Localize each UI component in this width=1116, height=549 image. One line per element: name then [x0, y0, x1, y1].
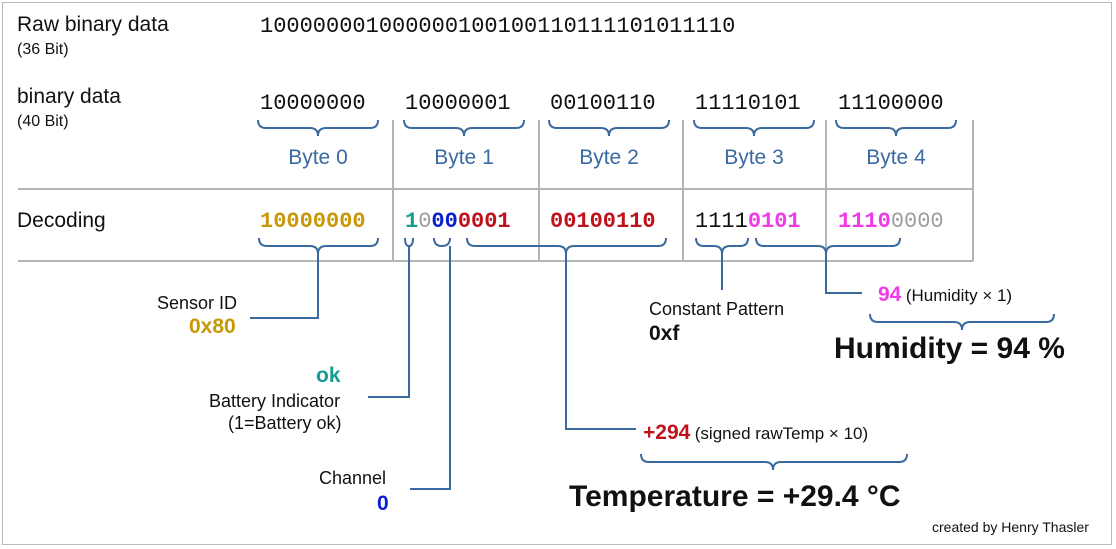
- battery-bit: 1: [405, 209, 419, 234]
- leader-sensor: [250, 254, 319, 319]
- raw-label: Raw binary data: [17, 13, 169, 36]
- channel-value: 0: [377, 492, 389, 515]
- byte-3-bits: 11110101: [695, 91, 801, 116]
- temp-bits-high: 0001: [457, 209, 511, 234]
- humidity-result: Humidity = 94 %: [834, 332, 1065, 365]
- decoding-byte-4: 11100000: [838, 209, 944, 234]
- raw-bits: 100000001000000100100110111101011110: [260, 14, 736, 39]
- brace-byte-1: [403, 119, 525, 137]
- brace-temperature-result: [640, 453, 908, 471]
- brace-byte-2: [548, 119, 670, 137]
- raw-sublabel: (36 Bit): [17, 41, 69, 58]
- constant-value: 0xf: [649, 322, 680, 345]
- byte-0-bits: 10000000: [260, 91, 366, 116]
- unused-bit: 0: [418, 209, 432, 234]
- brace-channel: [433, 237, 451, 248]
- byte-2-bits: 00100110: [550, 91, 656, 116]
- brace-constant: [695, 237, 749, 255]
- leader-humidity: [825, 254, 862, 294]
- constant-bits: 1111: [695, 209, 748, 234]
- brace-battery: [404, 237, 414, 248]
- channel-bits: 00: [431, 209, 458, 234]
- decoding-byte-0: 10000000: [260, 209, 366, 234]
- brace-byte-3: [693, 119, 815, 137]
- credit: created by Henry Thasler: [932, 519, 1089, 535]
- humidity-value: 94: [878, 283, 902, 306]
- decoding-byte-3: 11110101: [695, 209, 801, 234]
- temperature-formula: (signed rawTemp × 10): [694, 424, 869, 443]
- brace-sensor: [258, 237, 379, 255]
- leader-channel: [410, 246, 451, 490]
- byte-0-label: Byte 0: [288, 146, 348, 169]
- temperature-result: Temperature = +29.4 °C: [569, 480, 901, 513]
- sensor-id-value: 0x80: [189, 315, 236, 338]
- byte-4-label: Byte 4: [866, 146, 926, 169]
- byte-1-bits: 10000001: [405, 91, 511, 116]
- humidity-bits-low: 1110: [838, 209, 891, 234]
- channel-label: Channel: [319, 468, 387, 488]
- byte-2-label: Byte 2: [579, 146, 639, 169]
- leader-temp: [565, 254, 636, 430]
- byte-1-label: Byte 1: [434, 146, 494, 169]
- binary-sublabel: (40 Bit): [17, 113, 69, 130]
- decoding-byte-2: 00100110: [550, 209, 656, 234]
- humidity-line: 94 (Humidity × 1): [878, 283, 1012, 307]
- battery-note: (1=Battery ok): [228, 413, 342, 433]
- temperature-value: +294: [643, 421, 691, 444]
- byte-3-label: Byte 3: [724, 146, 784, 169]
- constant-label: Constant Pattern: [649, 299, 785, 319]
- brace-byte-4: [835, 119, 957, 137]
- binary-label: binary data: [17, 85, 121, 108]
- decoding-byte-1: 10000001: [405, 209, 511, 234]
- brace-humidity: [755, 237, 901, 255]
- humidity-formula: (Humidity × 1): [905, 286, 1013, 305]
- humidity-bits-high: 0101: [747, 209, 801, 234]
- brace-temp: [466, 237, 667, 255]
- temperature-line: +294 (signed rawTemp × 10): [643, 421, 868, 445]
- byte-4-bits: 11100000: [838, 91, 944, 116]
- unused-bits-tail: 0000: [890, 209, 944, 234]
- battery-label: Battery Indicator: [209, 391, 341, 411]
- brace-byte-0: [257, 119, 379, 137]
- leader-battery: [368, 246, 410, 398]
- brace-humidity-result: [869, 313, 1055, 331]
- battery-value: ok: [316, 364, 341, 387]
- sensor-id-label: Sensor ID: [157, 293, 238, 313]
- decoding-label: Decoding: [17, 209, 106, 232]
